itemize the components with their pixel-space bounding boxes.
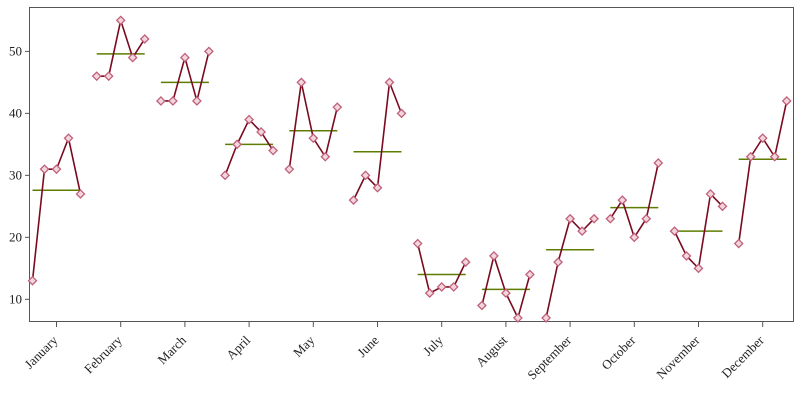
- x-tick-label: September: [524, 332, 574, 382]
- data-point: [232, 139, 243, 150]
- x-tick-label: November: [653, 332, 703, 382]
- series-line: [737, 100, 788, 244]
- data-point: [757, 133, 768, 144]
- data-point: [541, 312, 552, 323]
- x-tick-label: July: [420, 332, 446, 358]
- data-point: [308, 133, 319, 144]
- data-point: [500, 288, 511, 299]
- x-tick-label: August: [473, 332, 510, 369]
- data-point: [396, 108, 407, 119]
- data-point: [653, 158, 664, 168]
- data-point: [424, 288, 435, 299]
- data-point: [332, 102, 343, 113]
- data-point: [348, 195, 359, 206]
- data-point: [705, 189, 716, 199]
- data-point: [681, 251, 692, 261]
- x-tick-label: February: [81, 332, 125, 376]
- data-point: [27, 275, 38, 286]
- data-point: [284, 164, 295, 175]
- data-point: [512, 312, 523, 323]
- data-point: [553, 257, 564, 268]
- data-point: [191, 96, 202, 106]
- data-point: [75, 189, 86, 199]
- data-point: [781, 96, 792, 106]
- x-tick-label: January: [21, 332, 61, 372]
- data-point: [256, 127, 267, 137]
- data-point: [244, 114, 255, 125]
- series-line: [224, 118, 274, 176]
- data-point: [448, 281, 459, 292]
- data-point: [63, 133, 74, 144]
- data-point: [51, 164, 62, 175]
- data-point: [565, 213, 576, 224]
- data-point: [460, 257, 471, 268]
- data-point: [115, 15, 126, 26]
- data-point: [220, 170, 231, 181]
- data-point: [360, 170, 371, 181]
- data-point: [733, 238, 744, 249]
- data-point: [127, 52, 138, 63]
- series-line: [545, 217, 595, 319]
- data-point: [641, 213, 652, 224]
- data-point: [155, 96, 166, 106]
- data-point: [436, 281, 447, 292]
- data-point: [617, 195, 628, 206]
- data-point: [179, 52, 190, 63]
- series-line: [31, 137, 82, 281]
- data-point: [669, 226, 680, 237]
- data-point: [589, 213, 600, 224]
- series-line: [96, 19, 146, 77]
- y-axis: 10 20 30 40 50: [9, 43, 30, 306]
- series-line: [288, 81, 339, 170]
- data-point: [103, 71, 114, 82]
- data-point: [488, 251, 499, 261]
- x-tick-label: May: [290, 332, 318, 360]
- x-tick-label: June: [354, 332, 382, 360]
- data-point: [296, 77, 307, 88]
- x-axis: January February March April May June July Augu…: [21, 321, 767, 382]
- data-point: [577, 226, 588, 237]
- x-tick-label: October: [598, 332, 639, 373]
- data-point: [268, 145, 279, 156]
- series-line: [352, 81, 403, 201]
- plot-frame: [29, 7, 794, 322]
- data-point: [745, 151, 756, 162]
- data-point: [167, 96, 178, 106]
- data-point: [384, 77, 395, 88]
- y-tick-label: 30: [9, 167, 22, 182]
- y-tick-label: 50: [9, 43, 22, 58]
- x-tick-label: March: [154, 332, 189, 367]
- data-point: [203, 46, 214, 57]
- data-point: [139, 34, 150, 44]
- x-tick-label: December: [718, 332, 767, 381]
- data-point: [769, 151, 780, 162]
- data-point: [693, 263, 704, 274]
- x-tick-label: April: [223, 332, 253, 362]
- series-line: [481, 255, 531, 319]
- data-point: [717, 201, 728, 212]
- data-point: [605, 213, 616, 224]
- data-point: [412, 238, 423, 249]
- data-point: [372, 182, 383, 193]
- y-tick-label: 40: [9, 105, 22, 120]
- data-point: [39, 164, 50, 175]
- data-point: [91, 71, 102, 82]
- y-tick-label: 20: [9, 229, 22, 244]
- data-point: [320, 151, 331, 162]
- data-point: [524, 269, 535, 280]
- series-layer: [27, 15, 792, 323]
- data-point: [629, 232, 640, 243]
- data-point: [476, 300, 487, 311]
- y-tick-label: 10: [9, 291, 22, 306]
